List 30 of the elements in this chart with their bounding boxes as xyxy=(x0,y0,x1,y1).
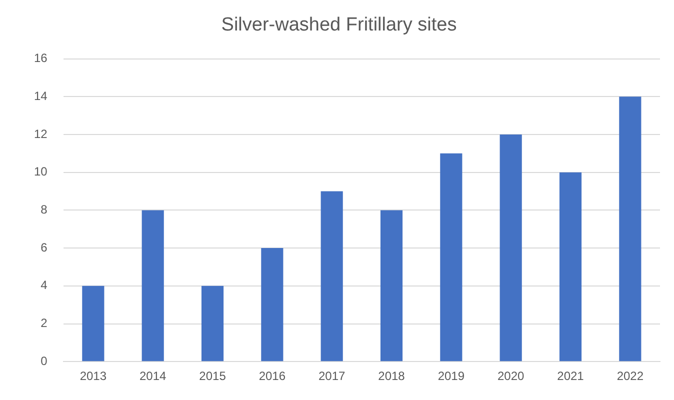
y-tick-label: 4 xyxy=(40,278,48,292)
x-tick-label: 2016 xyxy=(258,369,286,384)
y-tick-label: 10 xyxy=(34,164,48,179)
x-tick-label: 2014 xyxy=(139,369,167,384)
bar xyxy=(320,191,343,362)
bar xyxy=(559,172,582,362)
x-tick-label: 2020 xyxy=(497,369,525,384)
x-tick-label: 2022 xyxy=(616,369,644,384)
chart-title: Silver-washed Fritillary sites xyxy=(221,14,457,36)
bar xyxy=(261,248,284,362)
y-tick-label: 14 xyxy=(34,88,48,103)
bar xyxy=(201,286,224,362)
x-tick-label: 2015 xyxy=(199,369,226,384)
bar xyxy=(440,153,462,362)
bar xyxy=(82,286,104,362)
y-tick-label: 0 xyxy=(40,354,48,368)
bar xyxy=(380,210,403,362)
x-tick-label: 2021 xyxy=(557,369,584,384)
x-tick-label: 2018 xyxy=(378,369,406,384)
x-tick-label: 2013 xyxy=(80,369,107,384)
x-tick-label: 2019 xyxy=(438,369,465,384)
x-tick-label: 2017 xyxy=(318,369,346,384)
y-tick-label: 2 xyxy=(40,316,48,330)
y-tick-label: 16 xyxy=(34,51,48,66)
bar xyxy=(142,210,164,362)
bar xyxy=(500,134,522,362)
y-tick-label: 12 xyxy=(34,126,48,141)
bar xyxy=(619,96,642,362)
y-tick-label: 8 xyxy=(40,202,48,217)
y-tick-label: 6 xyxy=(40,240,48,254)
